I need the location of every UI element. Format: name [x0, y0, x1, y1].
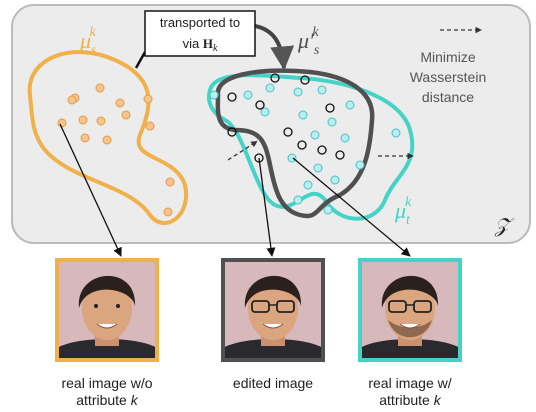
operator: H — [203, 36, 213, 51]
legend-line: distance — [422, 89, 474, 105]
target-point — [392, 129, 400, 137]
figure: 𝒵 μsk μ′sk μtk transported to via Hk Min… — [0, 0, 536, 412]
source-point — [68, 96, 76, 104]
target-point — [288, 154, 296, 162]
source-point — [122, 111, 130, 119]
target-point — [346, 101, 354, 109]
target-point — [266, 84, 274, 92]
operator-sub: k — [213, 43, 218, 54]
source-point — [79, 116, 87, 124]
target-point — [331, 176, 339, 184]
target-point — [311, 131, 319, 139]
via: via — [183, 36, 200, 51]
target-point — [304, 181, 312, 189]
caption-var: k — [131, 392, 139, 408]
target-point — [210, 91, 218, 99]
source-point — [81, 134, 89, 142]
target-point — [294, 88, 302, 96]
caption-text: attribute — [76, 392, 127, 408]
target-point — [341, 134, 349, 142]
target-point — [318, 86, 326, 94]
source-point — [144, 95, 152, 103]
source-point — [116, 99, 124, 107]
sup: k — [312, 25, 319, 40]
source-point — [97, 117, 105, 125]
sup: k — [90, 25, 97, 40]
target-point — [314, 164, 322, 172]
eye — [94, 304, 98, 308]
target-point — [356, 161, 364, 169]
caption-text: attribute — [379, 392, 430, 408]
sub: s — [91, 43, 97, 58]
caption-line: attribute k — [76, 392, 138, 408]
target-point — [328, 118, 336, 126]
eye — [116, 304, 120, 308]
source-point — [58, 119, 66, 127]
sub: s — [314, 43, 320, 58]
target-point — [299, 111, 307, 119]
sup: k — [405, 195, 412, 210]
caption-line: edited image — [233, 375, 313, 391]
target-point — [244, 91, 252, 99]
source-point — [164, 208, 172, 216]
source-point — [166, 178, 174, 186]
legend-line: Minimize — [420, 49, 475, 65]
caption-line: attribute k — [379, 392, 441, 408]
caption-line: real image w/o — [61, 375, 152, 391]
target-point — [261, 108, 269, 116]
source-point — [146, 122, 154, 130]
callout-line1: transported to — [160, 15, 240, 30]
target-point — [294, 196, 302, 204]
caption-var: k — [434, 392, 442, 408]
caption-line: real image w/ — [368, 375, 451, 391]
source-point — [103, 136, 111, 144]
target-point — [324, 206, 332, 214]
source-point — [96, 84, 104, 92]
legend-line: Wasserstein — [410, 69, 487, 85]
